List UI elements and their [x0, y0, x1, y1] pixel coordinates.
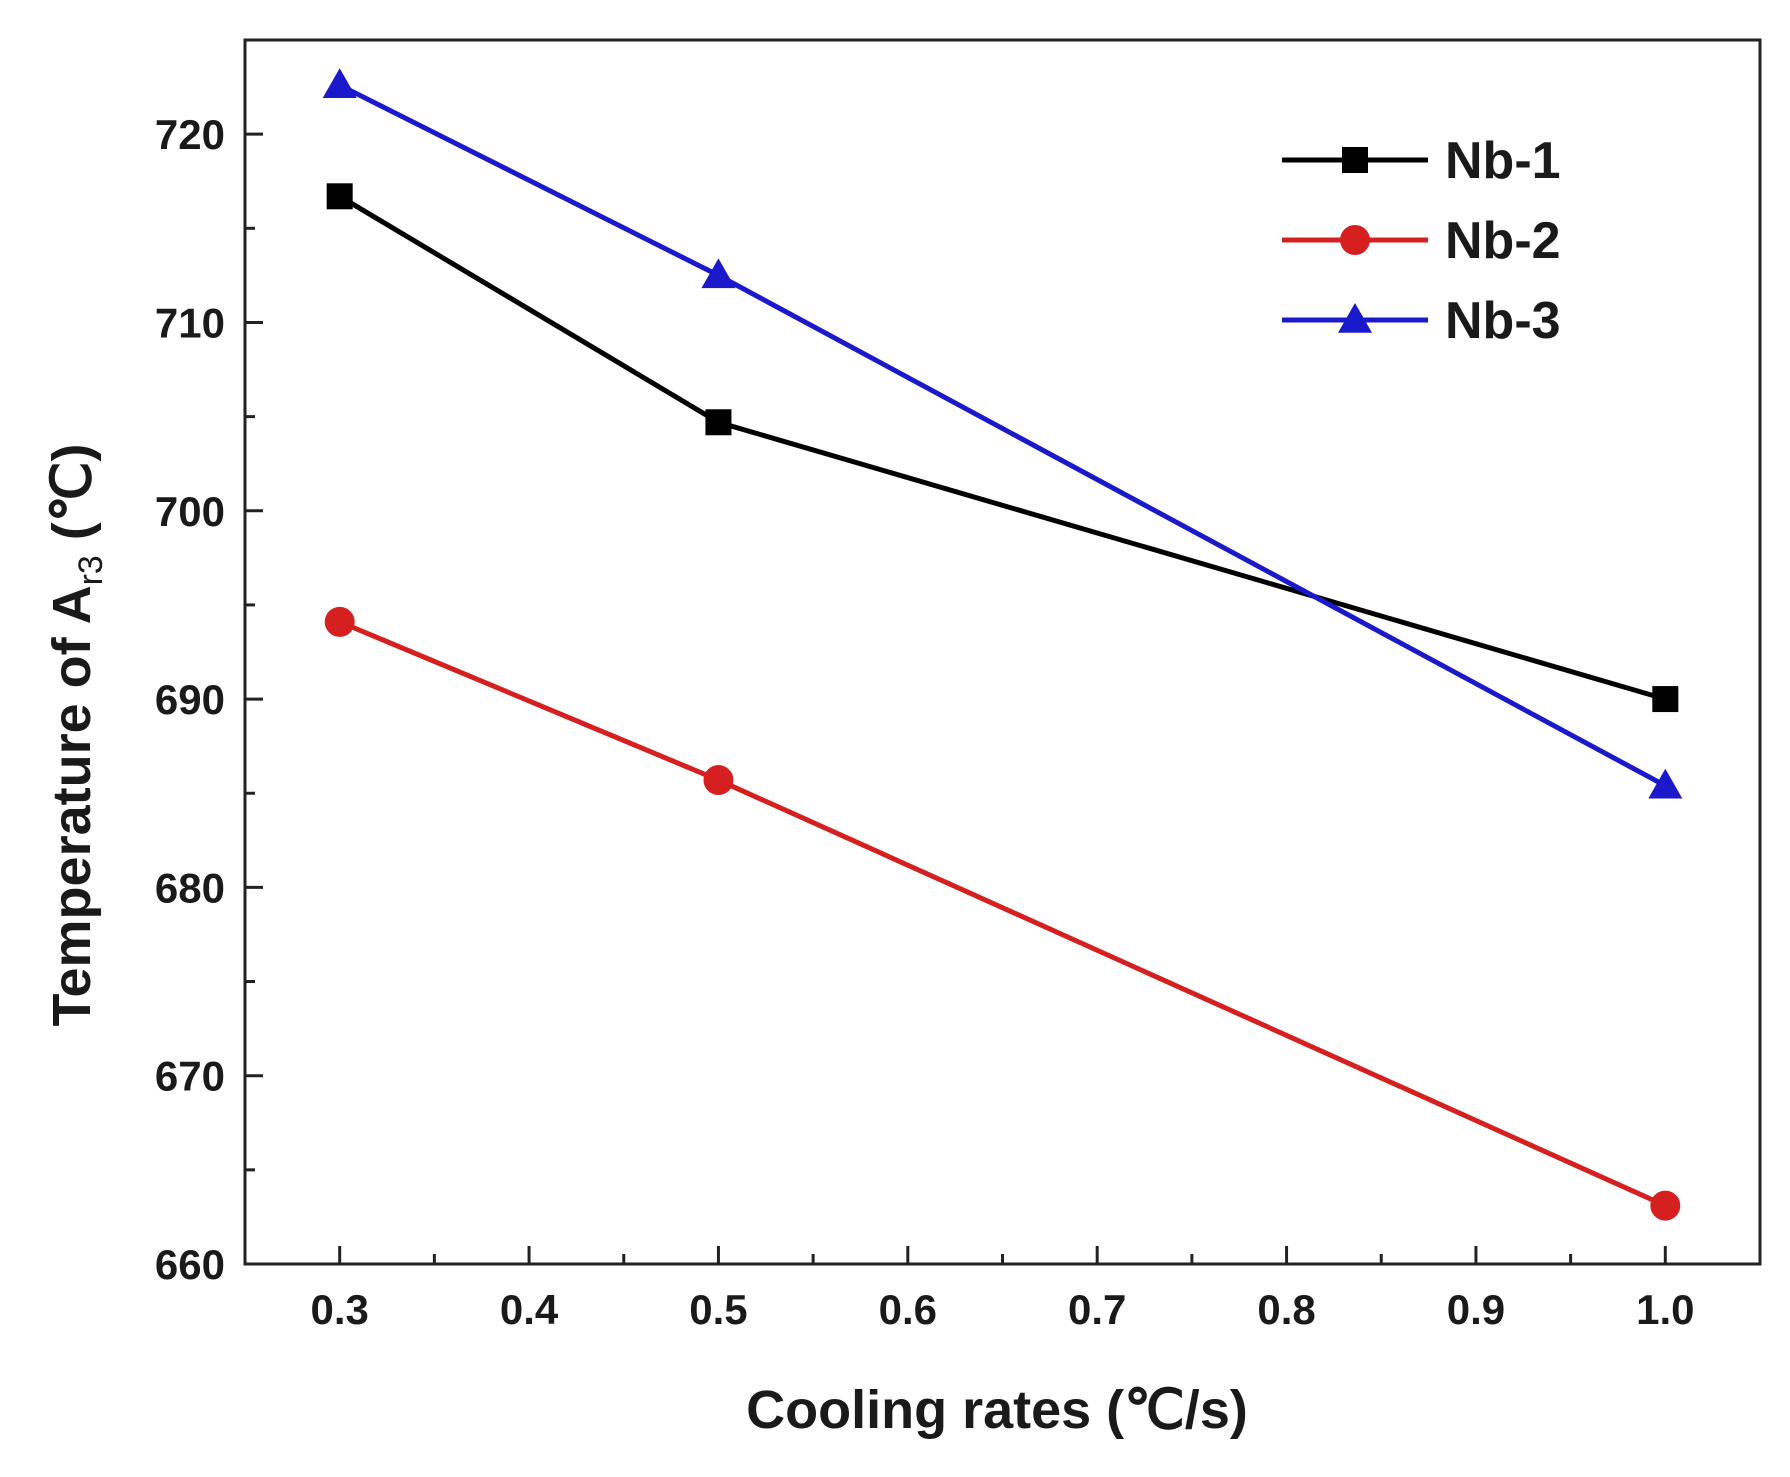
- legend-label-nb-3: Nb-3: [1445, 292, 1561, 350]
- series-nb-3: [322, 68, 1683, 799]
- x-axis-label: Cooling rates (℃/s): [746, 1380, 1248, 1440]
- data-point-nb-3: [1648, 768, 1683, 799]
- legend-label-nb-1: Nb-1: [1445, 132, 1561, 190]
- series-nb-1: [326, 183, 1679, 713]
- y-axis-label: Temperature of Ar3 (℃): [42, 444, 110, 1027]
- y-tick-label: 720: [155, 111, 225, 158]
- legend-marker-nb-1: [1342, 147, 1368, 173]
- y-tick-label: 660: [155, 1241, 225, 1288]
- legend: Nb-1 Nb-2 Nb-3: [1282, 132, 1561, 350]
- legend-item-nb-3: Nb-3: [1282, 292, 1561, 350]
- y-tick-label: 700: [155, 488, 225, 535]
- y-axis-ticks: 660 670 680 690 700 710 720: [155, 111, 263, 1288]
- legend-label-nb-2: Nb-2: [1445, 212, 1561, 270]
- y-axis-label-prefix: Temperature of A: [42, 585, 102, 1026]
- x-tick-label: 0.7: [1068, 1286, 1126, 1333]
- y-axis-label-suffix: (℃): [42, 444, 102, 556]
- data-point-nb-2: [703, 765, 734, 796]
- legend-marker-nb-3: [1338, 303, 1372, 333]
- data-point-nb-1: [326, 183, 353, 210]
- legend-item-nb-2: Nb-2: [1282, 212, 1561, 270]
- y-tick-label: 690: [155, 676, 225, 723]
- x-tick-label: 1.0: [1636, 1286, 1694, 1333]
- y-axis-label-subscript: r3: [72, 555, 110, 585]
- data-point-nb-2: [324, 606, 355, 637]
- series-line-nb-3: [338, 82, 1667, 788]
- x-tick-label: 0.5: [689, 1286, 747, 1333]
- x-tick-label: 0.4: [500, 1286, 559, 1333]
- y-tick-label: 710: [155, 299, 225, 346]
- y-tick-label: 670: [155, 1053, 225, 1100]
- data-point-nb-3: [701, 258, 736, 289]
- x-tick-label: 0.3: [310, 1286, 368, 1333]
- x-tick-label: 0.9: [1447, 1286, 1505, 1333]
- series-layer: [322, 68, 1683, 1221]
- data-point-nb-1: [705, 409, 732, 436]
- x-tick-label: 0.8: [1257, 1286, 1315, 1333]
- data-point-nb-2: [1650, 1190, 1681, 1221]
- x-tick-label: 0.6: [879, 1286, 937, 1333]
- legend-item-nb-1: Nb-1: [1282, 132, 1561, 190]
- series-line-nb-1: [338, 194, 1667, 702]
- data-point-nb-1: [1652, 686, 1679, 713]
- data-point-nb-3: [322, 68, 357, 98]
- x-axis-ticks: 0.3 0.4 0.5 0.6 0.7 0.8 0.9 1.0: [310, 1246, 1695, 1333]
- y-tick-label: 680: [155, 864, 225, 911]
- series-nb-2: [324, 606, 1681, 1221]
- series-line-nb-2: [338, 619, 1667, 1208]
- legend-marker-nb-2: [1340, 225, 1370, 255]
